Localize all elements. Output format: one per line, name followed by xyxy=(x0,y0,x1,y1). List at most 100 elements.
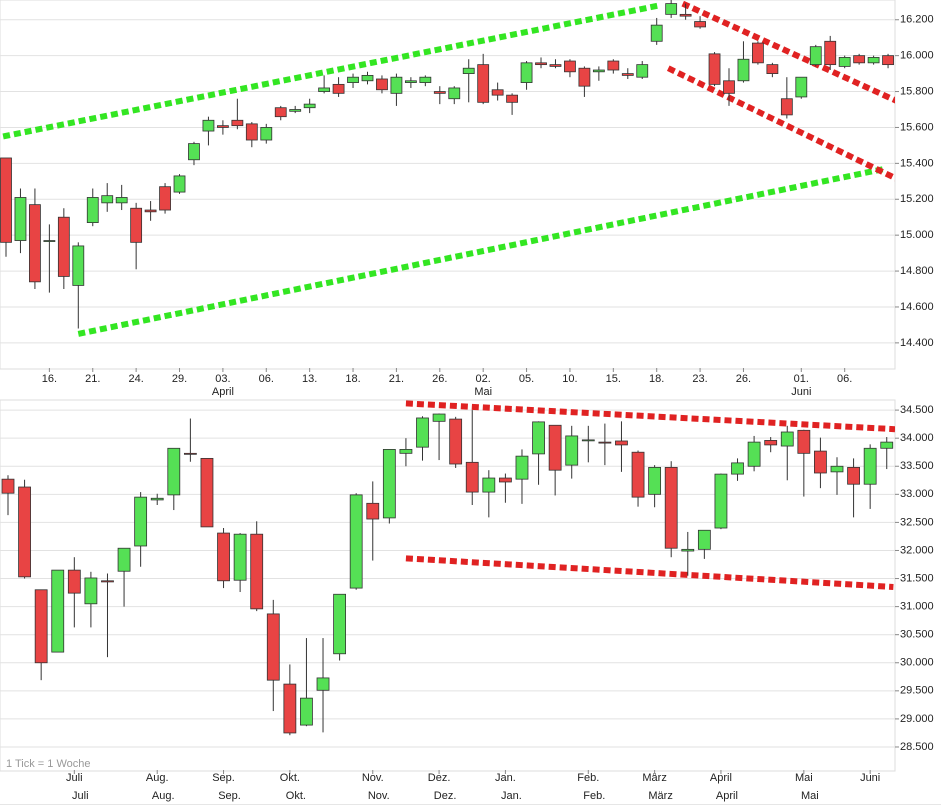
y-tick-label: 32.500 xyxy=(900,516,934,528)
y-tick-label: 15.600 xyxy=(900,121,934,133)
candle-body xyxy=(332,83,345,94)
candle-body xyxy=(564,60,576,73)
candle-body xyxy=(188,143,200,161)
candle-body xyxy=(565,435,579,466)
candle-body xyxy=(216,125,229,128)
candle-body xyxy=(607,60,620,71)
candle-body xyxy=(318,87,331,92)
month-label: April xyxy=(212,386,234,398)
candle-body xyxy=(532,421,545,455)
candle-body xyxy=(250,533,264,610)
candle-body xyxy=(880,441,894,449)
candle-body xyxy=(159,186,171,211)
candle-body xyxy=(101,195,114,204)
candle-body xyxy=(648,466,662,495)
candle-body xyxy=(419,76,432,83)
y-tick-label: 33.000 xyxy=(900,488,934,500)
candle-body xyxy=(650,24,663,42)
candle-body xyxy=(134,496,148,547)
candle-body xyxy=(477,64,490,103)
x-tick-label: 15. xyxy=(606,373,621,385)
y-tick-label: 34.000 xyxy=(900,432,934,444)
x-tick-label: Jan. xyxy=(495,772,516,784)
y-tick-label: 32.000 xyxy=(900,544,934,556)
candle-body xyxy=(101,580,114,583)
candle-body xyxy=(592,69,605,73)
candle-body xyxy=(549,64,562,67)
x-tick-label: 21. xyxy=(389,373,404,385)
y-tick-label: 31.500 xyxy=(900,572,934,584)
x-tick-label: Aug. xyxy=(146,772,169,784)
candle-body xyxy=(847,466,860,485)
candle-body xyxy=(432,413,446,422)
candle-body xyxy=(462,67,475,75)
candle-body xyxy=(366,502,380,520)
month-label: April xyxy=(716,790,738,802)
panel xyxy=(0,400,895,748)
y-tick-label: 29.500 xyxy=(900,685,934,697)
y-tick-label: 15.000 xyxy=(900,229,934,241)
x-tick-label: Dez. xyxy=(428,772,451,784)
candle-body xyxy=(18,486,31,578)
y-tick-label: 33.500 xyxy=(900,460,934,472)
x-tick-label: 21. xyxy=(85,373,100,385)
candle-body xyxy=(621,73,634,76)
candle-body xyxy=(708,53,721,85)
x-tick-label: 29. xyxy=(172,373,187,385)
candle-body xyxy=(283,683,297,734)
candle-body xyxy=(764,440,778,446)
candle-body xyxy=(289,109,302,112)
candle-body xyxy=(57,216,70,277)
candle-body xyxy=(382,449,396,519)
candle-body xyxy=(117,547,131,572)
trendline xyxy=(2,2,661,140)
plot-area-bottom xyxy=(0,399,896,772)
candle-body xyxy=(863,447,877,485)
candle-body xyxy=(245,123,258,141)
y-tick-label: 34.500 xyxy=(900,404,934,416)
x-tick-label: 02. xyxy=(476,373,491,385)
candle-body xyxy=(636,64,649,78)
candle-body xyxy=(780,98,793,116)
candle-body xyxy=(664,466,678,549)
x-tick-label: 03. xyxy=(215,373,230,385)
candle-body xyxy=(824,40,837,66)
candle-body xyxy=(43,240,56,242)
y-tick-label: 28.500 xyxy=(900,741,934,753)
month-label: Feb. xyxy=(583,790,605,802)
x-tick-label: 23. xyxy=(692,373,707,385)
x-tick-label: März xyxy=(642,772,666,784)
x-tick-label: 18. xyxy=(345,373,360,385)
y-tick-label: 31.000 xyxy=(900,601,934,613)
candle-body xyxy=(853,55,866,64)
month-label: März xyxy=(648,790,672,802)
candle-body xyxy=(303,103,316,109)
candle-body xyxy=(72,245,85,286)
candle-body xyxy=(233,533,247,581)
x-tick-label: 24. xyxy=(128,373,143,385)
month-label: Juni xyxy=(791,386,811,398)
candle-body xyxy=(694,21,706,28)
candle-body xyxy=(433,91,446,94)
candle-body xyxy=(274,107,287,118)
x-tick-label: Juli xyxy=(66,772,83,784)
candle-body xyxy=(231,119,244,127)
candle-body xyxy=(679,13,692,17)
candle-body xyxy=(465,461,479,493)
candle-body xyxy=(266,613,280,681)
candle-body xyxy=(766,64,779,74)
candle-body xyxy=(723,80,735,94)
month-label: Juli xyxy=(72,790,89,802)
candle-body xyxy=(482,477,496,493)
candle-body xyxy=(814,450,827,474)
x-tick-label: 10. xyxy=(562,373,577,385)
candle-body xyxy=(697,529,711,550)
candle-body xyxy=(0,157,12,243)
candle-body xyxy=(747,441,761,467)
x-tick-label: 06. xyxy=(259,373,274,385)
candle-body xyxy=(144,209,157,213)
month-label: Mai xyxy=(801,790,819,802)
note: 1 Tick = 1 Woche xyxy=(6,758,90,770)
candle-body xyxy=(34,589,48,664)
